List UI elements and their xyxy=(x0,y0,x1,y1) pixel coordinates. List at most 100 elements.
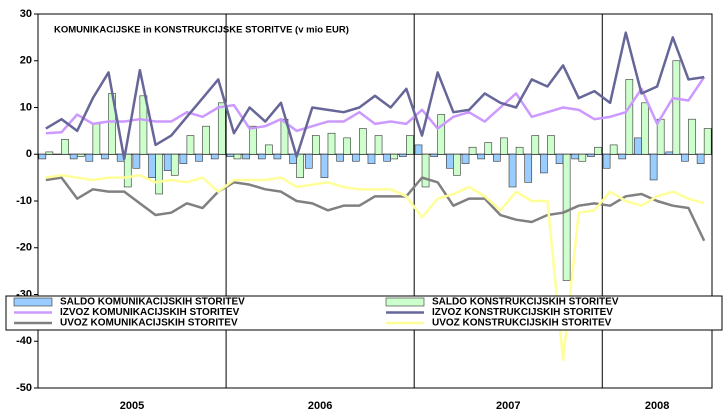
y-tick-label: 30 xyxy=(20,8,32,20)
bar xyxy=(45,151,54,155)
bar xyxy=(210,153,219,160)
bar xyxy=(304,153,313,169)
bar xyxy=(618,153,627,160)
bar xyxy=(571,153,580,160)
legend-swatch xyxy=(13,297,53,307)
bar xyxy=(233,153,242,160)
bar xyxy=(484,142,493,155)
bar xyxy=(202,125,210,155)
bar xyxy=(374,135,383,155)
bar xyxy=(226,153,235,157)
bar xyxy=(163,153,172,171)
line xyxy=(45,176,706,242)
bar xyxy=(320,153,329,178)
bar xyxy=(195,153,203,162)
bar xyxy=(217,102,226,155)
bar xyxy=(186,135,195,155)
y-tick-label: -10 xyxy=(16,195,32,207)
y-tick-label: -40 xyxy=(16,335,32,347)
bar xyxy=(343,137,352,155)
bar xyxy=(500,137,508,155)
bar xyxy=(257,153,266,160)
bar xyxy=(703,128,712,155)
bar xyxy=(649,153,658,181)
bar xyxy=(414,144,423,155)
y-tick-label: -50 xyxy=(16,382,32,394)
bar xyxy=(76,153,85,157)
bar xyxy=(249,125,257,155)
bar xyxy=(602,153,611,169)
bar xyxy=(421,153,430,188)
bar xyxy=(587,153,595,157)
bar xyxy=(148,153,156,178)
bar xyxy=(634,137,642,155)
bar xyxy=(468,146,477,155)
bar xyxy=(477,153,486,160)
bar xyxy=(132,153,141,169)
legend-box xyxy=(5,295,723,331)
legend-label: IZVOZ KONSTRUKCIJSKIH STORITEV xyxy=(432,307,613,318)
bar xyxy=(461,153,470,164)
x-group-label: 2007 xyxy=(496,400,520,412)
legend-label: SALDO KOMUNIKACIJSKIH STORITEV xyxy=(60,297,245,308)
bar xyxy=(336,153,344,162)
bar xyxy=(562,153,571,281)
bar xyxy=(493,153,501,162)
bar xyxy=(398,153,407,157)
bar xyxy=(139,95,148,155)
bar xyxy=(681,153,689,162)
bar xyxy=(406,135,414,155)
bar xyxy=(92,123,101,155)
y-tick-label: 10 xyxy=(20,101,32,113)
bar xyxy=(578,153,587,162)
bar xyxy=(430,153,438,157)
bar xyxy=(453,153,461,176)
bar xyxy=(515,146,524,155)
line xyxy=(45,174,705,362)
bar xyxy=(327,132,336,155)
bar xyxy=(672,60,681,155)
bar xyxy=(123,153,132,188)
bar xyxy=(555,153,564,164)
bar xyxy=(273,153,282,160)
bar xyxy=(696,153,705,164)
bar xyxy=(296,153,304,178)
x-group-label: 2006 xyxy=(308,400,332,412)
bar xyxy=(547,135,555,155)
bar xyxy=(437,114,446,155)
bar xyxy=(688,118,696,155)
bar xyxy=(540,153,548,174)
bar xyxy=(383,153,391,162)
line xyxy=(45,31,705,161)
chart-title: KOMUNIKACIJSKE in KONSTRUKCIJSKE STORITV… xyxy=(54,25,349,36)
bar xyxy=(101,153,109,160)
legend-label: UVOZ KONSTRUKCIJSKIH STORITEV xyxy=(432,318,612,329)
bar xyxy=(531,135,540,155)
bar xyxy=(508,153,517,188)
bar xyxy=(524,153,533,183)
bar xyxy=(390,153,399,160)
bar xyxy=(38,153,47,160)
bar xyxy=(242,153,250,160)
legend-swatch xyxy=(385,297,425,307)
bar xyxy=(367,153,376,164)
y-tick-label: -20 xyxy=(16,242,32,254)
legend-label: IZVOZ KOMUNIKACIJSKIH STORITEV xyxy=(60,307,240,318)
bar xyxy=(155,153,163,195)
bar xyxy=(170,153,179,176)
line xyxy=(45,76,706,135)
bar xyxy=(641,102,649,155)
bar xyxy=(609,144,618,155)
bar xyxy=(446,153,454,169)
y-tick-label: 20 xyxy=(20,55,32,67)
bar xyxy=(179,153,188,164)
bar xyxy=(665,151,674,155)
bar xyxy=(359,128,367,155)
x-group-label: 2008 xyxy=(645,400,669,412)
y-tick-label: 0 xyxy=(26,148,32,160)
bar xyxy=(264,144,273,155)
bar xyxy=(69,153,78,160)
bar xyxy=(625,79,634,155)
legend-label: SALDO KONSTRUKCIJSKIH STORITEV xyxy=(432,297,619,308)
